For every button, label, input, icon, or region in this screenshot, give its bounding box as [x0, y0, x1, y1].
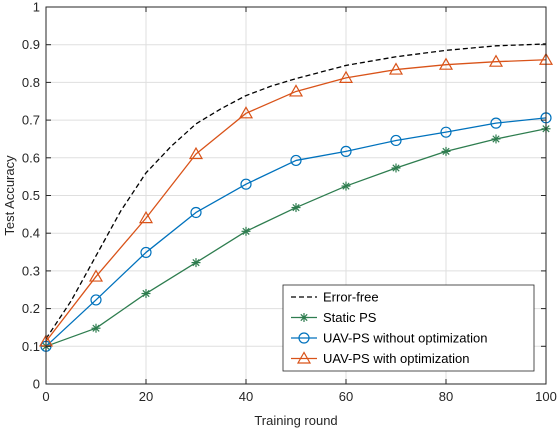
legend-marker — [296, 351, 312, 364]
x-axis-label: Training round — [254, 413, 337, 428]
x-tick-label: 80 — [439, 389, 453, 404]
y-tick-label: 0.4 — [22, 226, 40, 241]
series-3 — [40, 112, 552, 352]
series-line — [45, 117, 547, 347]
x-tick-label: 0 — [42, 389, 49, 404]
data-point — [390, 134, 402, 147]
legend-marker — [298, 332, 310, 344]
data-point — [90, 294, 102, 306]
y-tick-label: 1 — [33, 0, 40, 15]
asterisk-stroke — [342, 182, 350, 190]
y-tick-label: 0.5 — [22, 188, 40, 203]
data-point — [188, 146, 204, 160]
data-point — [238, 106, 254, 119]
x-tick-label: 40 — [239, 389, 253, 404]
legend-entry: UAV-PS with optimization — [291, 351, 469, 366]
y-tick-label: 0 — [33, 377, 40, 392]
data-point — [491, 134, 501, 144]
series-line — [45, 59, 547, 342]
data-point — [190, 206, 202, 219]
legend-label: Static PS — [323, 310, 377, 325]
data-point — [291, 203, 301, 213]
y-tick-label: 0.2 — [22, 301, 40, 316]
legend-entry: Error-free — [291, 290, 379, 305]
data-point — [488, 54, 504, 67]
y-tick-label: 0.3 — [22, 263, 40, 278]
legend: Error-free Static PS UAV-PS without optimi… — [282, 284, 535, 372]
y-axis-label: Test Accuracy — [2, 155, 17, 236]
asterisk-stroke — [492, 135, 500, 143]
x-tick-label: 60 — [339, 389, 353, 404]
asterisk-stroke — [392, 164, 400, 172]
data-point — [241, 226, 251, 236]
data-point — [88, 269, 104, 282]
y-tick-label: 0.7 — [22, 113, 40, 128]
data-point — [438, 57, 454, 70]
data-point — [490, 117, 502, 129]
legend-marker — [299, 313, 309, 322]
series-line — [45, 43, 547, 340]
y-tick-label: 0.6 — [22, 150, 40, 165]
data-point — [240, 178, 252, 190]
x-tick-label: 100 — [535, 389, 557, 404]
data-point — [138, 210, 154, 224]
asterisk-stroke — [442, 147, 450, 156]
data-point — [440, 126, 452, 138]
data-point — [91, 323, 101, 333]
axis-ticks: 0 20 40 60 80 100 0 0.1 0.2 0.3 0.4 0.5 0.6 0.7 0.8 0.9… — [22, 0, 557, 404]
asterisk-stroke — [300, 313, 308, 322]
data-point — [141, 289, 151, 299]
data-point — [288, 84, 304, 97]
asterisk-stroke — [192, 258, 200, 267]
legend-box — [282, 284, 535, 372]
y-tick-label: 0.8 — [22, 75, 40, 90]
legend-entry: UAV-PS without optimization — [291, 331, 488, 346]
data-point — [191, 258, 201, 268]
series-4 — [38, 52, 554, 347]
grid-lines — [45, 6, 547, 385]
asterisk-stroke — [242, 227, 250, 235]
data-point — [391, 163, 401, 173]
data-point — [140, 246, 152, 259]
data-point — [338, 70, 354, 83]
asterisk-stroke — [92, 324, 100, 332]
y-tick-label: 0.9 — [22, 37, 40, 52]
series-1 — [45, 43, 547, 340]
legend-entry: Static PS — [291, 310, 377, 325]
legend-label: UAV-PS without optimization — [323, 331, 488, 346]
asterisk-stroke — [292, 203, 300, 212]
asterisk-stroke — [142, 289, 150, 298]
data-point — [441, 146, 451, 156]
data-point — [290, 154, 302, 167]
data-point — [388, 62, 404, 75]
legend-label: UAV-PS with optimization — [323, 351, 469, 366]
legend-label: Error-free — [323, 290, 379, 305]
data-point — [341, 181, 351, 191]
data-point — [340, 145, 352, 157]
y-tick-label: 0.1 — [22, 339, 40, 354]
x-tick-label: 20 — [139, 389, 153, 404]
